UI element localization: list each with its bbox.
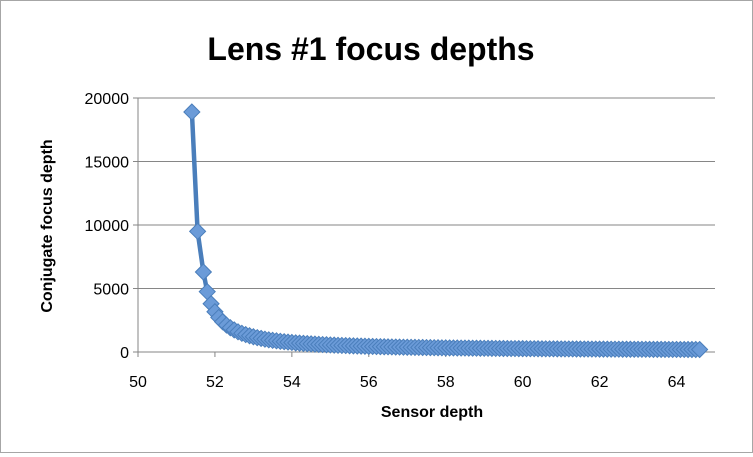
- gridlines: [138, 97, 715, 289]
- data-point-marker: [690, 340, 709, 359]
- x-tick-label: 54: [283, 374, 301, 391]
- x-axis-ticks: 50 52 54 56 58 60 62 64: [129, 374, 685, 391]
- x-axis-title: Sensor depth: [381, 404, 483, 421]
- y-tick-label: 20000: [85, 91, 130, 108]
- y-tick-label: 15000: [85, 155, 130, 172]
- y-tick-label: 0: [120, 345, 129, 362]
- x-tick-label: 62: [591, 374, 609, 391]
- chart-title: Lens #1 focus depths: [207, 31, 534, 67]
- data-series: [183, 103, 709, 359]
- x-tick-label: 64: [668, 374, 686, 391]
- x-tick-label: 50: [129, 374, 147, 391]
- x-tick-label: 58: [437, 374, 455, 391]
- x-tick-label: 56: [360, 374, 378, 391]
- y-tick-label: 5000: [93, 282, 129, 299]
- x-tick-label: 60: [514, 374, 532, 391]
- data-point-marker: [183, 103, 201, 121]
- x-tick-label: 52: [206, 374, 224, 391]
- y-axis-title: Conjugate focus depth: [39, 139, 56, 312]
- y-axis-ticks: 0 5000 10000 15000 20000: [85, 91, 130, 362]
- y-tick-label: 10000: [85, 218, 130, 235]
- data-point-marker: [194, 263, 213, 281]
- data-point-marker: [188, 222, 207, 241]
- series-line: [189, 109, 702, 352]
